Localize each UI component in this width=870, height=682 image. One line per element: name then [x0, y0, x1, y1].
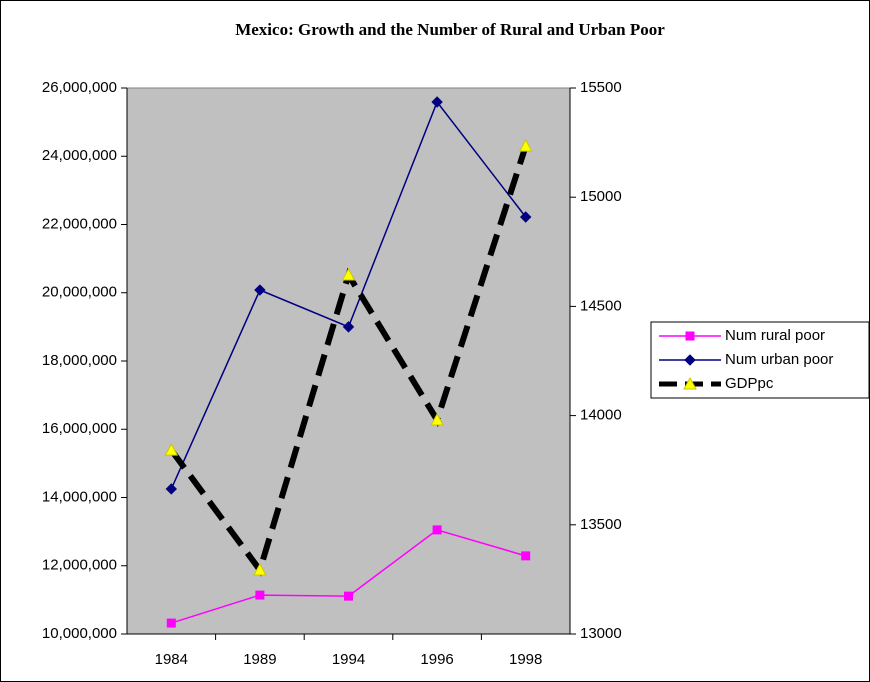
data-point: [518, 139, 533, 152]
legend-marker: [683, 376, 697, 390]
data-point: [344, 591, 353, 601]
y2-tick-label: 13000: [580, 625, 622, 642]
x-tick-label: 1996: [420, 651, 453, 668]
data-point: [166, 618, 176, 628]
data-point: [521, 551, 531, 561]
y2-tick-label: 13500: [580, 516, 622, 533]
plot-area: [126, 87, 571, 635]
y-tick-label: 18,000,000: [42, 352, 117, 369]
data-point: [164, 443, 179, 456]
y-tick-label: 12,000,000: [42, 557, 117, 574]
legend-marker: [685, 331, 695, 341]
data-point: [165, 483, 178, 495]
data-point: [253, 562, 267, 576]
chart-title: Mexico: Growth and the Number of Rural a…: [235, 20, 665, 39]
data-point: [430, 412, 444, 426]
x-tick-label: 1989: [243, 651, 276, 668]
data-point: [341, 267, 356, 281]
data-point: [255, 590, 265, 600]
y-tick-label: 26,000,000: [42, 79, 117, 96]
y-tick-label: 22,000,000: [42, 215, 117, 232]
y-tick-label: 24,000,000: [42, 147, 117, 164]
data-point: [431, 96, 443, 108]
y2-tick-label: 15000: [580, 188, 622, 205]
x-tick-label: 1998: [509, 651, 542, 668]
data-point: [519, 211, 532, 223]
y-tick-label: 16,000,000: [42, 420, 117, 437]
legend-label: GDPpc: [725, 375, 774, 392]
x-tick-label: 1984: [155, 651, 188, 668]
data-point: [342, 321, 355, 333]
x-tick-label: 1994: [332, 651, 365, 668]
y2-tick-label: 14500: [580, 297, 622, 314]
data-point: [432, 525, 442, 535]
legend-label: Num rural poor: [725, 327, 825, 344]
legend-marker: [684, 354, 696, 366]
y-tick-label: 10,000,000: [42, 625, 117, 642]
y2-tick-label: 15500: [580, 79, 622, 96]
legend-label: Num urban poor: [725, 351, 833, 368]
y2-tick-label: 14000: [580, 407, 622, 424]
y-tick-label: 20,000,000: [42, 284, 117, 301]
data-point: [254, 284, 266, 296]
y-tick-label: 14,000,000: [42, 488, 117, 505]
